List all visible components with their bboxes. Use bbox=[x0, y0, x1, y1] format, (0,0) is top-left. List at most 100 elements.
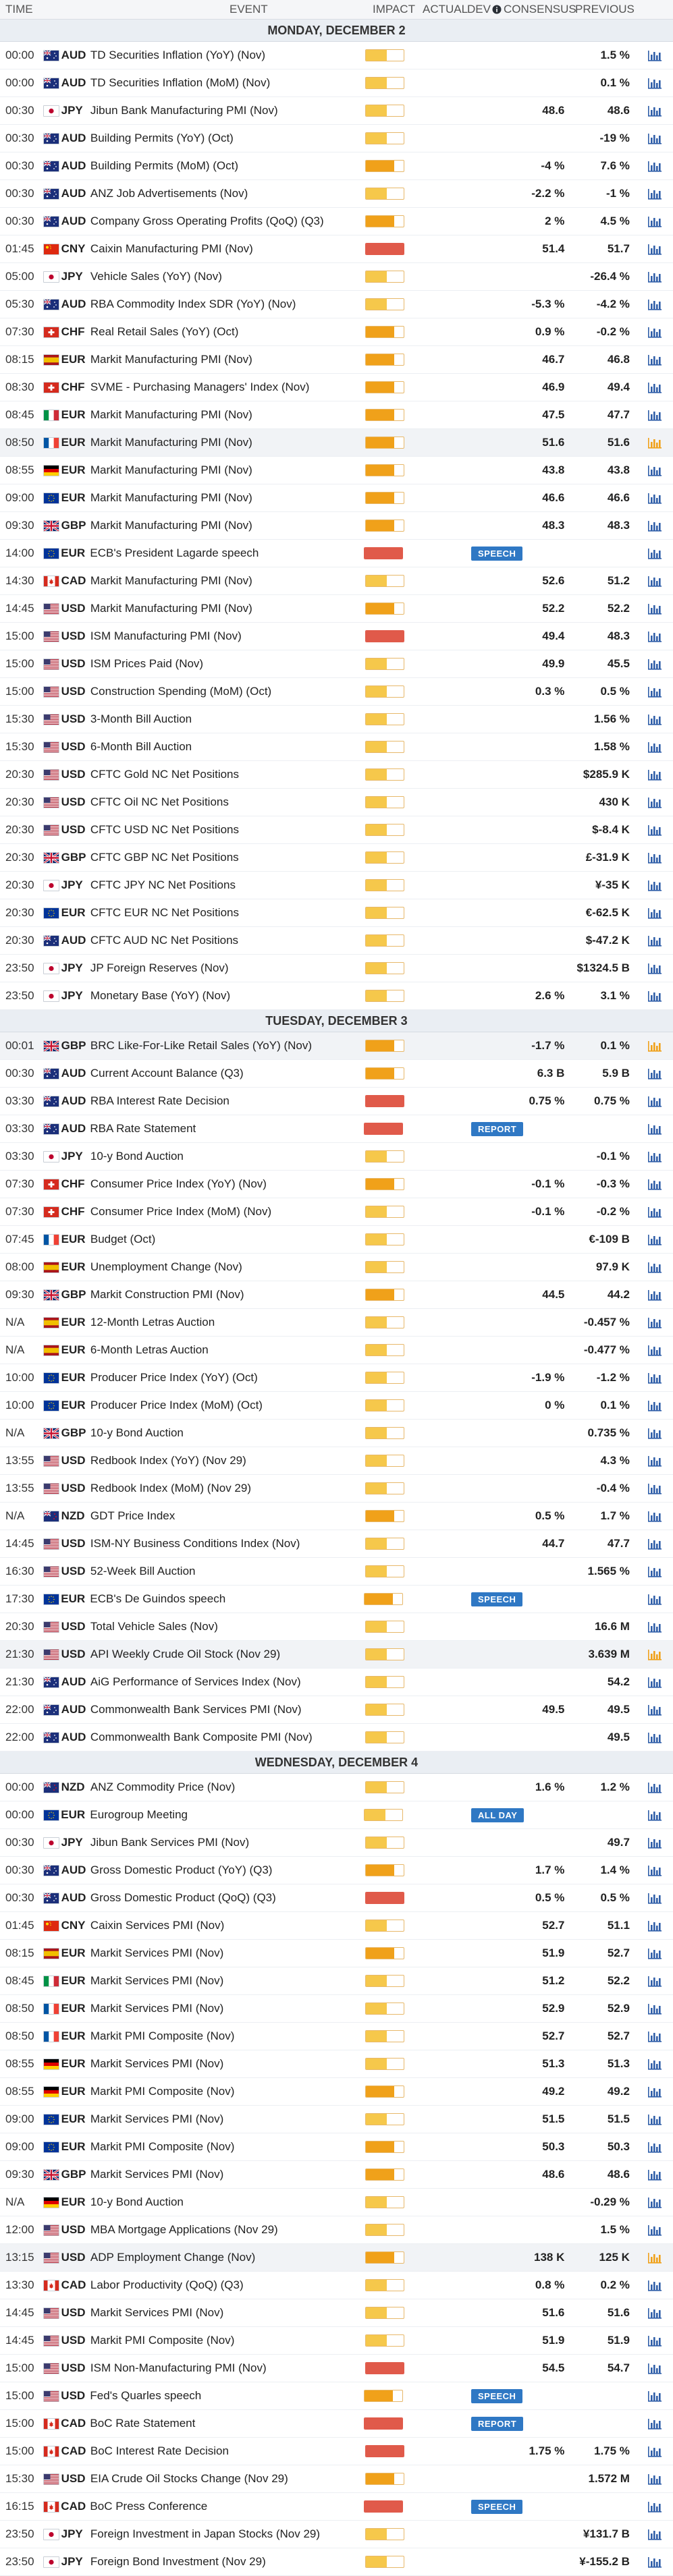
chart-cell[interactable] bbox=[637, 907, 673, 919]
chart-icon[interactable] bbox=[647, 2528, 662, 2540]
event-row[interactable]: 00:01 GBP BRC Like-For-Like Retail Sales (… bbox=[0, 1032, 673, 1060]
event-row[interactable]: 15:00 USD Fed's Quarles speech SPEECH bbox=[0, 2382, 673, 2410]
event-row[interactable]: 15:00 CAD BoC Rate Statement REPORT bbox=[0, 2410, 673, 2438]
chart-icon[interactable] bbox=[647, 547, 662, 559]
chart-cell[interactable] bbox=[637, 2445, 673, 2457]
event-row[interactable]: 03:30 AUD RBA Interest Rate Decision 0.75 %… bbox=[0, 1088, 673, 1115]
chart-icon[interactable] bbox=[647, 1593, 662, 1605]
chart-cell[interactable] bbox=[637, 1233, 673, 1245]
chart-cell[interactable] bbox=[637, 298, 673, 310]
chart-cell[interactable] bbox=[637, 409, 673, 421]
chart-cell[interactable] bbox=[637, 1781, 673, 1793]
event-row[interactable]: 20:30 AUD CFTC AUD NC Net Positions $-47.2 … bbox=[0, 927, 673, 955]
chart-icon[interactable] bbox=[647, 2556, 662, 2568]
event-name[interactable]: JP Foreign Reserves (Nov) bbox=[90, 961, 229, 974]
event-row[interactable]: 00:30 AUD Company Gross Operating Profits … bbox=[0, 208, 673, 235]
chart-icon[interactable] bbox=[647, 1233, 662, 1245]
event-name[interactable]: Labor Productivity (QoQ) (Q3) bbox=[90, 2278, 244, 2291]
event-row[interactable]: 14:00 EUR ECB's President Lagarde speech SP… bbox=[0, 540, 673, 567]
chart-cell[interactable] bbox=[637, 271, 673, 283]
chart-cell[interactable] bbox=[637, 77, 673, 89]
event-row[interactable]: 16:30 USD 52-Week Bill Auction 1.565 % bbox=[0, 1558, 673, 1586]
event-name[interactable]: GDT Price Index bbox=[90, 1509, 176, 1522]
event-name[interactable]: Monetary Base (YoY) (Nov) bbox=[90, 989, 231, 1002]
event-name[interactable]: Markit Manufacturing PMI (Nov) bbox=[90, 436, 252, 449]
event-row[interactable]: 00:30 AUD Current Account Balance (Q3) 6.3 … bbox=[0, 1060, 673, 1088]
chart-icon[interactable] bbox=[647, 2003, 662, 2015]
chart-cell[interactable] bbox=[637, 2030, 673, 2042]
chart-icon[interactable] bbox=[647, 2030, 662, 2042]
event-row[interactable]: 05:00 JPY Vehicle Sales (YoY) (Nov) -26.4 % bbox=[0, 263, 673, 291]
event-name[interactable]: Vehicle Sales (YoY) (Nov) bbox=[90, 270, 222, 283]
chart-cell[interactable] bbox=[637, 160, 673, 172]
event-name[interactable]: MBA Mortgage Applications (Nov 29) bbox=[90, 2223, 278, 2236]
chart-cell[interactable] bbox=[637, 2003, 673, 2015]
event-name[interactable]: Markit PMI Composite (Nov) bbox=[90, 2334, 235, 2347]
event-name[interactable]: CFTC Oil NC Net Positions bbox=[90, 795, 229, 808]
event-row[interactable]: 08:50 EUR Markit Manufacturing PMI (Nov) 51… bbox=[0, 429, 673, 457]
event-name[interactable]: Markit Services PMI (Nov) bbox=[90, 2057, 224, 2070]
event-name[interactable]: API Weekly Crude Oil Stock (Nov 29) bbox=[90, 1648, 281, 1660]
event-row[interactable]: 20:30 JPY CFTC JPY NC Net Positions ¥-35 K bbox=[0, 872, 673, 899]
event-name[interactable]: 6-Month Letras Auction bbox=[90, 1343, 209, 1356]
chart-cell[interactable] bbox=[637, 1427, 673, 1439]
chart-icon[interactable] bbox=[647, 990, 662, 1002]
chart-cell[interactable] bbox=[637, 685, 673, 698]
event-row[interactable]: N/A EUR 12-Month Letras Auction -0.457 % bbox=[0, 1309, 673, 1337]
event-row[interactable]: 14:45 USD Markit Services PMI (Nov) 51.6 51.… bbox=[0, 2299, 673, 2327]
chart-icon[interactable] bbox=[647, 326, 662, 338]
event-row[interactable]: 05:30 AUD RBA Commodity Index SDR (YoY) (N… bbox=[0, 291, 673, 318]
event-row[interactable]: 22:00 AUD Commonwealth Bank Composite PMI … bbox=[0, 1724, 673, 1752]
event-name[interactable]: Consumer Price Index (YoY) (Nov) bbox=[90, 1177, 267, 1190]
event-row[interactable]: 15:30 USD EIA Crude Oil Stocks Change (Nov… bbox=[0, 2465, 673, 2493]
event-name[interactable]: Markit PMI Composite (Nov) bbox=[90, 2085, 235, 2098]
chart-cell[interactable] bbox=[637, 105, 673, 117]
chart-cell[interactable] bbox=[637, 658, 673, 670]
event-name[interactable]: AiG Performance of Services Index (Nov) bbox=[90, 1675, 301, 1688]
chart-cell[interactable] bbox=[637, 547, 673, 559]
chart-icon[interactable] bbox=[647, 1427, 662, 1439]
event-row[interactable]: 09:30 GBP Markit Construction PMI (Nov) 44.… bbox=[0, 1281, 673, 1309]
chart-icon[interactable] bbox=[647, 1178, 662, 1190]
event-row[interactable]: 08:00 EUR Unemployment Change (Nov) 97.9 K bbox=[0, 1254, 673, 1281]
event-name[interactable]: Consumer Price Index (MoM) (Nov) bbox=[90, 1205, 272, 1218]
chart-cell[interactable] bbox=[637, 520, 673, 532]
event-row[interactable]: 15:00 USD ISM Manufacturing PMI (Nov) 49.4 4… bbox=[0, 623, 673, 650]
chart-cell[interactable] bbox=[637, 851, 673, 864]
chart-cell[interactable] bbox=[637, 1372, 673, 1384]
chart-cell[interactable] bbox=[637, 1864, 673, 1876]
event-row[interactable]: 09:00 EUR Markit Services PMI (Nov) 51.5 51.… bbox=[0, 2106, 673, 2133]
chart-cell[interactable] bbox=[637, 132, 673, 144]
chart-icon[interactable] bbox=[647, 1316, 662, 1328]
chart-cell[interactable] bbox=[637, 2058, 673, 2070]
event-row[interactable]: 08:15 EUR Markit Manufacturing PMI (Nov) 46… bbox=[0, 346, 673, 374]
event-name[interactable]: ISM Prices Paid (Nov) bbox=[90, 657, 204, 670]
event-name[interactable]: CFTC USD NC Net Positions bbox=[90, 823, 239, 836]
chart-icon[interactable] bbox=[647, 1206, 662, 1218]
chart-cell[interactable] bbox=[637, 990, 673, 1002]
chart-icon[interactable] bbox=[647, 2141, 662, 2153]
chart-icon[interactable] bbox=[647, 1864, 662, 1876]
event-name[interactable]: Markit Services PMI (Nov) bbox=[90, 2112, 224, 2125]
event-row[interactable]: 00:30 AUD Building Permits (MoM) (Oct) -4 %… bbox=[0, 152, 673, 180]
event-name[interactable]: Markit Services PMI (Nov) bbox=[90, 2002, 224, 2015]
chart-icon[interactable] bbox=[647, 1892, 662, 1904]
event-row[interactable]: 13:30 CAD Labor Productivity (QoQ) (Q3) 0.8… bbox=[0, 2272, 673, 2299]
event-name[interactable]: Markit Manufacturing PMI (Nov) bbox=[90, 353, 252, 366]
chart-cell[interactable] bbox=[637, 879, 673, 891]
chart-cell[interactable] bbox=[637, 464, 673, 476]
chart-cell[interactable] bbox=[637, 2528, 673, 2540]
chart-cell[interactable] bbox=[637, 492, 673, 504]
event-name[interactable]: CFTC EUR NC Net Positions bbox=[90, 906, 239, 919]
event-row[interactable]: 00:30 AUD Gross Domestic Product (YoY) (Q3… bbox=[0, 1857, 673, 1884]
event-row[interactable]: 10:00 EUR Producer Price Index (YoY) (Oct)… bbox=[0, 1364, 673, 1392]
chart-cell[interactable] bbox=[637, 2113, 673, 2125]
event-name[interactable]: Caixin Manufacturing PMI (Nov) bbox=[90, 242, 253, 255]
chart-cell[interactable] bbox=[637, 2556, 673, 2568]
chart-cell[interactable] bbox=[637, 1648, 673, 1660]
event-row[interactable]: 01:45 CNY Caixin Services PMI (Nov) 52.7 51.… bbox=[0, 1912, 673, 1940]
event-row[interactable]: 15:00 USD ISM Non-Manufacturing PMI (Nov) 5… bbox=[0, 2355, 673, 2382]
chart-icon[interactable] bbox=[647, 2058, 662, 2070]
event-row[interactable]: 20:30 GBP CFTC GBP NC Net Positions £-31.9 … bbox=[0, 844, 673, 872]
event-type-badge[interactable]: REPORT bbox=[470, 1121, 524, 1136]
